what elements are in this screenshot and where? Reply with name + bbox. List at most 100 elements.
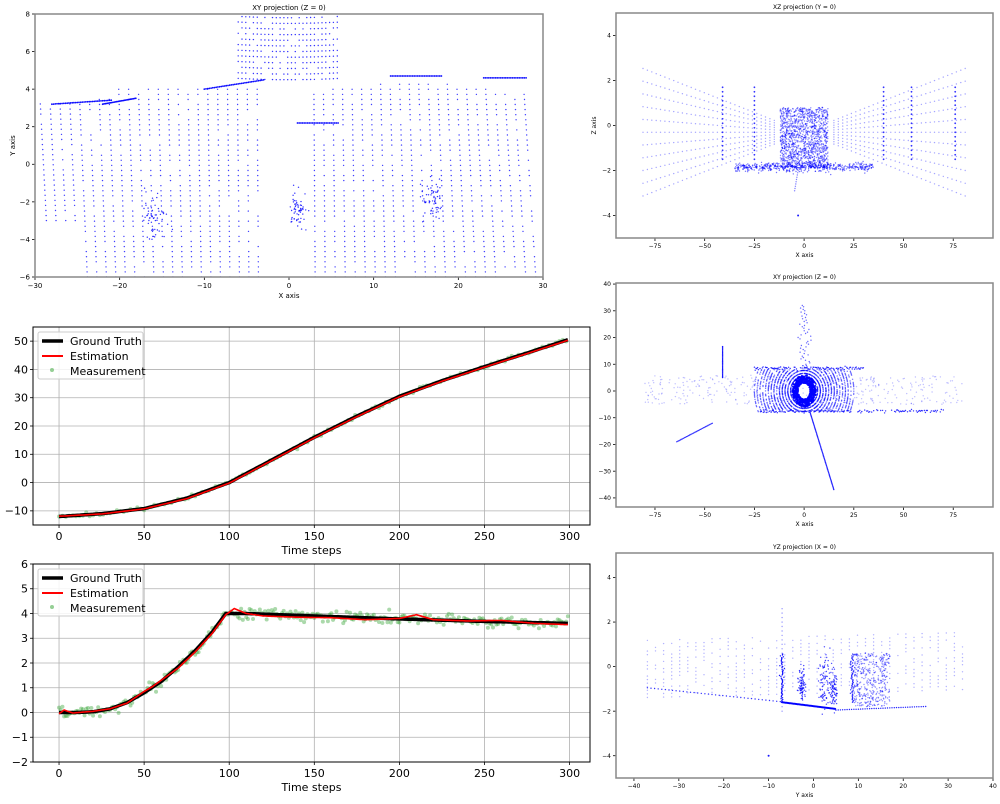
point (228, 175, 229, 176)
point (783, 107, 784, 108)
point (324, 122, 326, 124)
point (785, 160, 786, 161)
point (471, 195, 472, 196)
point (804, 116, 805, 117)
point (506, 114, 507, 115)
point (799, 167, 800, 168)
point (85, 241, 86, 242)
point (162, 219, 163, 220)
point (947, 177, 948, 178)
point (722, 140, 724, 142)
point (437, 186, 438, 187)
point (526, 134, 527, 135)
point (781, 159, 782, 160)
point (384, 236, 385, 237)
point (462, 205, 463, 206)
point (189, 185, 190, 186)
point (796, 136, 797, 137)
point (337, 67, 338, 68)
point (761, 138, 762, 139)
point (227, 89, 228, 90)
point (180, 200, 181, 201)
point (238, 175, 239, 176)
point (324, 210, 325, 211)
point (50, 113, 51, 114)
point (227, 94, 228, 95)
point (765, 138, 766, 139)
point (527, 144, 528, 145)
point (109, 104, 110, 105)
point (738, 164, 739, 165)
point (838, 123, 839, 124)
point (669, 110, 670, 111)
point (248, 271, 249, 272)
point (451, 185, 452, 186)
point (413, 231, 414, 232)
point (454, 261, 455, 262)
point (130, 165, 131, 166)
point (318, 39, 319, 40)
point (450, 165, 451, 166)
point (128, 94, 129, 95)
point (744, 165, 745, 166)
point (411, 155, 412, 156)
point (323, 114, 324, 115)
point (921, 178, 922, 179)
point (210, 256, 211, 257)
point (435, 198, 436, 199)
point (778, 163, 779, 164)
point (862, 166, 863, 167)
y-tick-label: 2 (26, 123, 30, 131)
point (886, 158, 887, 159)
point (673, 90, 674, 91)
point (171, 226, 172, 227)
point (805, 161, 806, 162)
point (825, 145, 826, 146)
point (114, 251, 115, 252)
point (131, 180, 132, 181)
point (410, 139, 411, 140)
point (467, 109, 468, 110)
point (441, 207, 442, 208)
point (651, 83, 652, 84)
point (921, 94, 922, 95)
point (925, 83, 926, 84)
point (190, 200, 191, 201)
point (353, 165, 354, 166)
point (855, 162, 856, 163)
point (129, 119, 130, 120)
point (111, 160, 112, 161)
point (310, 17, 311, 18)
point (938, 174, 939, 175)
point (249, 61, 250, 62)
point (912, 89, 913, 90)
point (217, 114, 218, 115)
point (199, 175, 200, 176)
point (809, 112, 810, 113)
point (682, 141, 683, 142)
point (851, 150, 852, 151)
point (314, 144, 315, 145)
point (302, 23, 303, 24)
point (930, 152, 931, 153)
point (761, 132, 762, 133)
point (767, 164, 768, 165)
point (342, 104, 343, 105)
point (787, 130, 788, 131)
point (433, 236, 434, 237)
point (802, 108, 803, 109)
point (303, 122, 305, 124)
point (774, 136, 775, 137)
point (965, 132, 966, 133)
point (209, 231, 210, 232)
point (871, 167, 872, 168)
point (399, 89, 400, 90)
point (483, 241, 484, 242)
point (443, 231, 444, 232)
point (189, 175, 190, 176)
point (324, 215, 325, 216)
point (708, 139, 709, 140)
point (452, 200, 453, 201)
point (457, 94, 458, 95)
point (335, 271, 336, 272)
